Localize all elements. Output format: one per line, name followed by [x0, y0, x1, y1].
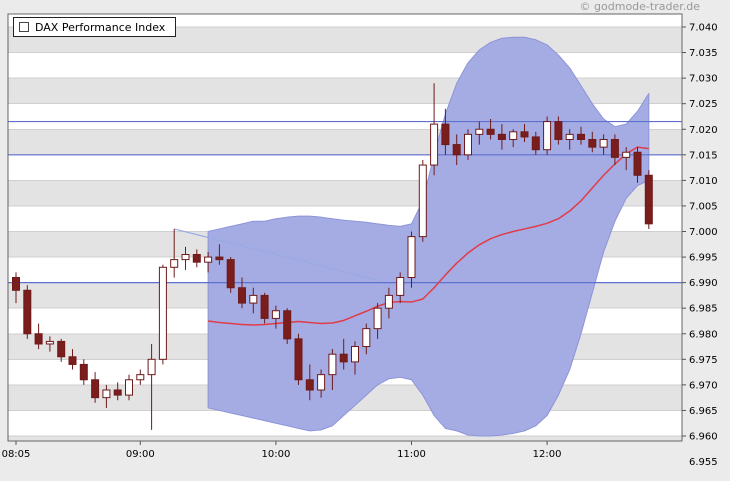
candle-body — [147, 358, 156, 376]
plot-frame — [7, 13, 683, 442]
candle-body — [215, 256, 224, 261]
candle-body — [305, 379, 314, 391]
y-axis-label: 7.035 — [689, 48, 718, 59]
y-axis-label: 6.955 — [689, 457, 718, 468]
candle-body — [475, 128, 484, 135]
candle-body — [12, 277, 20, 291]
candle-body — [271, 310, 280, 319]
candle-body — [328, 353, 337, 376]
candle-body — [373, 307, 382, 330]
horizontal-lines — [8, 120, 682, 284]
candle-body — [102, 389, 111, 399]
x-axis-label: 12:00 — [533, 449, 562, 460]
candle-body — [192, 254, 201, 263]
candle-body — [204, 256, 213, 263]
candle-body — [577, 133, 585, 140]
candle-body — [644, 174, 653, 225]
candle-body — [45, 340, 54, 345]
candle-body — [418, 164, 427, 238]
candle-body — [396, 277, 405, 296]
candle-body — [68, 356, 77, 365]
candle-body — [384, 294, 393, 309]
legend-box: DAX Performance Index — [13, 17, 177, 37]
y-axis-label: 6.960 — [689, 432, 718, 443]
moving-average-line — [207, 146, 649, 326]
candle-body — [283, 310, 292, 340]
y-axis-label: 7.030 — [689, 74, 718, 85]
y-axis-label: 6.970 — [689, 380, 718, 391]
watermark-text: © godmode-trader.de — [579, 0, 700, 13]
y-axis-label: 7.005 — [689, 201, 718, 212]
y-axis-label: 6.995 — [689, 253, 718, 264]
candle-body — [113, 389, 122, 396]
y-axis-label: 6.985 — [689, 304, 718, 315]
y-axis-label: 6.975 — [689, 355, 718, 366]
candle-body — [362, 328, 371, 348]
trend-line — [174, 228, 378, 281]
candle-body — [170, 259, 179, 268]
candle-body — [136, 374, 145, 381]
candle-body — [531, 136, 540, 151]
x-axis: 08:05 09:00 10:00 11:00 12:00 — [2, 441, 562, 460]
candle-body — [610, 138, 619, 158]
y-axis-label: 7.010 — [689, 176, 718, 187]
candle-body — [249, 294, 258, 304]
candle-body — [125, 379, 133, 396]
watermark: © godmode-trader.de — [580, 1, 700, 13]
candle-body — [57, 340, 66, 358]
candle-body — [294, 338, 303, 381]
candle-body — [430, 123, 439, 166]
y-axis-label: 6.980 — [689, 329, 718, 340]
x-axis-label: 11:00 — [397, 449, 426, 460]
candle-body — [633, 151, 642, 176]
candle-body — [543, 121, 552, 151]
candle-body — [339, 353, 348, 363]
y-axis-label: 7.015 — [689, 150, 718, 161]
candle-body — [486, 128, 495, 135]
candle-body — [91, 379, 100, 399]
y-axis-label: 7.025 — [689, 99, 718, 110]
candle-body — [238, 287, 246, 304]
candle-body — [622, 151, 631, 158]
candle-body — [464, 133, 472, 156]
candle-body — [497, 133, 506, 140]
candle-body — [441, 123, 450, 146]
candle-body — [520, 131, 529, 138]
candle-body — [599, 138, 608, 148]
candles — [12, 83, 653, 430]
y-axis-label: 7.020 — [689, 125, 718, 136]
y-axis-label: 7.040 — [689, 23, 718, 34]
candle-body — [158, 266, 167, 360]
candle-body — [226, 259, 235, 289]
candle-body — [509, 131, 518, 140]
candle-body — [407, 236, 416, 279]
legend-checkbox-icon[interactable] — [19, 22, 29, 32]
y-axis-label: 7.000 — [689, 227, 718, 238]
candle-body — [588, 138, 597, 148]
candle-body — [23, 289, 32, 335]
x-axis-label: 08:05 — [2, 449, 31, 460]
candle-body — [317, 374, 326, 391]
y-axis: 7.040 7.035 7.030 7.025 7.020 7.015 7.010 7.005… — [682, 23, 718, 468]
y-axis-label: 6.990 — [689, 278, 718, 289]
chart-title: DAX Performance Index — [35, 20, 166, 34]
x-axis-label: 10:00 — [261, 449, 290, 460]
candle-body — [260, 294, 269, 319]
candle-body — [351, 346, 359, 363]
candle-body — [181, 254, 190, 261]
candle-body — [452, 144, 461, 156]
candle-body — [565, 133, 574, 140]
candle-body — [34, 333, 43, 345]
y-axis-label: 6.965 — [689, 406, 718, 417]
candle-body — [79, 363, 88, 381]
x-axis-label: 09:00 — [126, 449, 155, 460]
candle-body — [554, 121, 563, 140]
